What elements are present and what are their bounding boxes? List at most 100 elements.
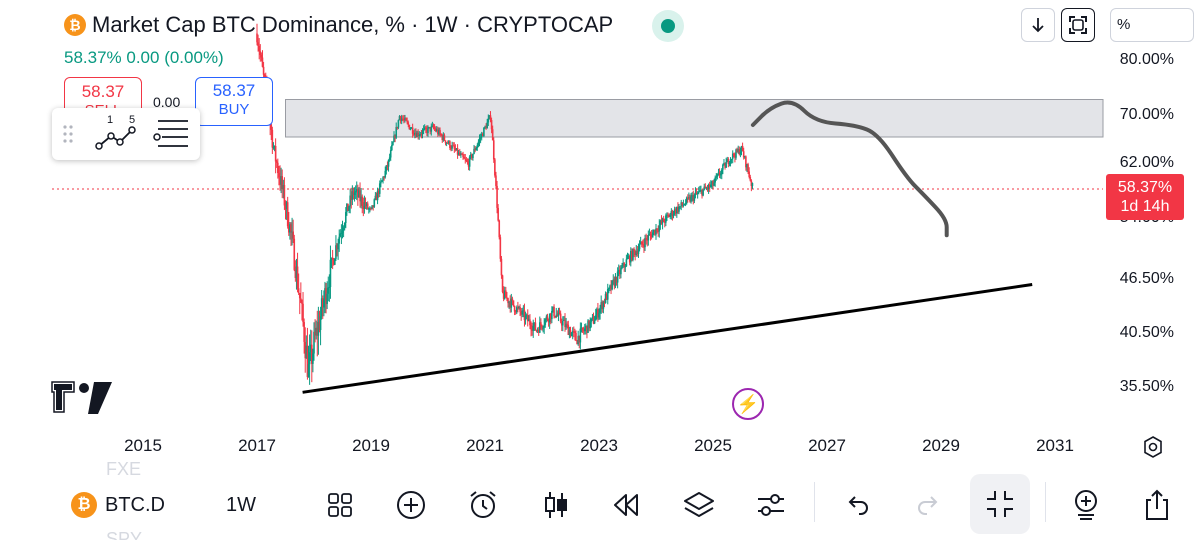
candle-body: [383, 177, 385, 179]
elliott-wave-tool-button[interactable]: 1 5: [94, 112, 142, 156]
candle-body: [745, 156, 747, 168]
sell-price: 58.37: [81, 82, 125, 101]
candle-body: [309, 344, 312, 353]
symbol-selector[interactable]: ₿ BTC.D: [62, 470, 174, 540]
candle-body: [729, 159, 732, 163]
candle-body: [411, 127, 414, 134]
candle-body: [604, 293, 607, 303]
candle-body: [565, 323, 567, 328]
candle-body: [300, 298, 302, 303]
percent-scale-toggle[interactable]: %: [1110, 8, 1194, 42]
projection-path[interactable]: [750, 100, 949, 238]
candle-body: [395, 126, 398, 138]
candle-body: [532, 325, 535, 331]
y-tick-label: 80.00%: [1119, 51, 1174, 68]
chart-type-button[interactable]: [536, 470, 576, 540]
candle-body: [605, 293, 608, 300]
x-tick-label: 2031: [1036, 436, 1074, 455]
candle-body: [359, 190, 361, 202]
candle-body: [270, 124, 273, 130]
candle-body: [542, 327, 544, 329]
candle-body: [545, 316, 548, 320]
candle-body: [446, 142, 449, 144]
candle-series: [256, 23, 754, 385]
candle-body: [725, 162, 727, 168]
exit-fullscreen-button[interactable]: [970, 474, 1030, 534]
download-button[interactable]: [1021, 8, 1055, 42]
candle-body: [657, 231, 659, 233]
candle-body: [282, 185, 285, 190]
chart-title[interactable]: ₿ Market Cap BTC Dominance, % · 1W · CRY…: [64, 12, 613, 38]
candle-body: [614, 277, 617, 287]
candle-body: [699, 190, 701, 192]
candle-body: [643, 244, 645, 248]
alarm-clock-icon: [470, 491, 496, 518]
buy-button[interactable]: 58.37 BUY: [195, 77, 273, 126]
candle-body: [661, 218, 664, 224]
candle-body: [448, 141, 450, 144]
candle-body: [733, 153, 735, 156]
candle-body: [339, 233, 342, 237]
flash-trade-icon[interactable]: ⚡: [732, 388, 764, 420]
candle-body: [719, 174, 722, 176]
candle-body: [686, 197, 689, 199]
drag-handle-icon[interactable]: [62, 124, 74, 144]
candle-body: [587, 320, 589, 333]
candle-body: [358, 190, 360, 198]
candle-body: [693, 195, 696, 201]
candle-body: [737, 149, 740, 152]
candles-icon: [545, 492, 567, 518]
candle-body: [313, 331, 315, 354]
fullscreen-button[interactable]: [1061, 8, 1095, 42]
candle-body: [261, 57, 264, 67]
candle-body: [287, 226, 290, 233]
layout-button[interactable]: [320, 470, 360, 540]
candle-body: [680, 202, 683, 207]
candle-body: [259, 51, 262, 55]
candle-body: [546, 316, 549, 320]
candle-body: [543, 324, 545, 328]
candle-body: [315, 327, 317, 336]
candle-body: [562, 320, 564, 326]
candle-body: [529, 319, 531, 326]
wave-pattern-icon: [95, 126, 136, 150]
candle-body: [619, 269, 621, 275]
resistance-zone[interactable]: [285, 99, 1104, 138]
candle-body: [691, 195, 693, 197]
candle-body: [747, 164, 749, 172]
settings-lines-icon[interactable]: [152, 116, 192, 152]
price-chart[interactable]: [0, 0, 1200, 470]
candle-body: [620, 268, 622, 275]
candle-body: [701, 190, 703, 196]
candle-body: [429, 127, 431, 132]
replay-button[interactable]: [606, 470, 646, 540]
interval-selector[interactable]: 1W: [226, 493, 256, 516]
candle-body: [678, 206, 680, 212]
candle-body: [349, 195, 351, 207]
chart-settings-icon[interactable]: [1140, 434, 1166, 460]
candle-body: [445, 142, 448, 144]
object-tree-button[interactable]: [677, 470, 721, 540]
settings-button[interactable]: [751, 470, 791, 540]
indicators-button[interactable]: [391, 470, 431, 540]
candle-body: [712, 181, 714, 186]
undo-button[interactable]: [837, 470, 877, 540]
candle-body: [672, 213, 675, 217]
add-symbol-button[interactable]: [1066, 470, 1106, 540]
candle-body: [576, 340, 578, 345]
x-tick-label: 2023: [580, 436, 618, 455]
tradingview-logo-icon[interactable]: [50, 378, 116, 420]
candle-body: [301, 302, 303, 304]
support-trendline[interactable]: [302, 283, 1033, 394]
candle-body: [537, 329, 540, 333]
candle-body: [596, 309, 598, 316]
candle-body: [311, 344, 313, 364]
share-button[interactable]: [1137, 470, 1177, 540]
alerts-button[interactable]: [463, 470, 503, 540]
redo-button[interactable]: [909, 470, 949, 540]
bar-countdown: 1d 14h: [1120, 198, 1170, 215]
market-status-indicator[interactable]: [652, 10, 684, 42]
candle-body: [716, 174, 719, 177]
candle-body: [400, 118, 403, 121]
candle-body: [285, 202, 288, 209]
